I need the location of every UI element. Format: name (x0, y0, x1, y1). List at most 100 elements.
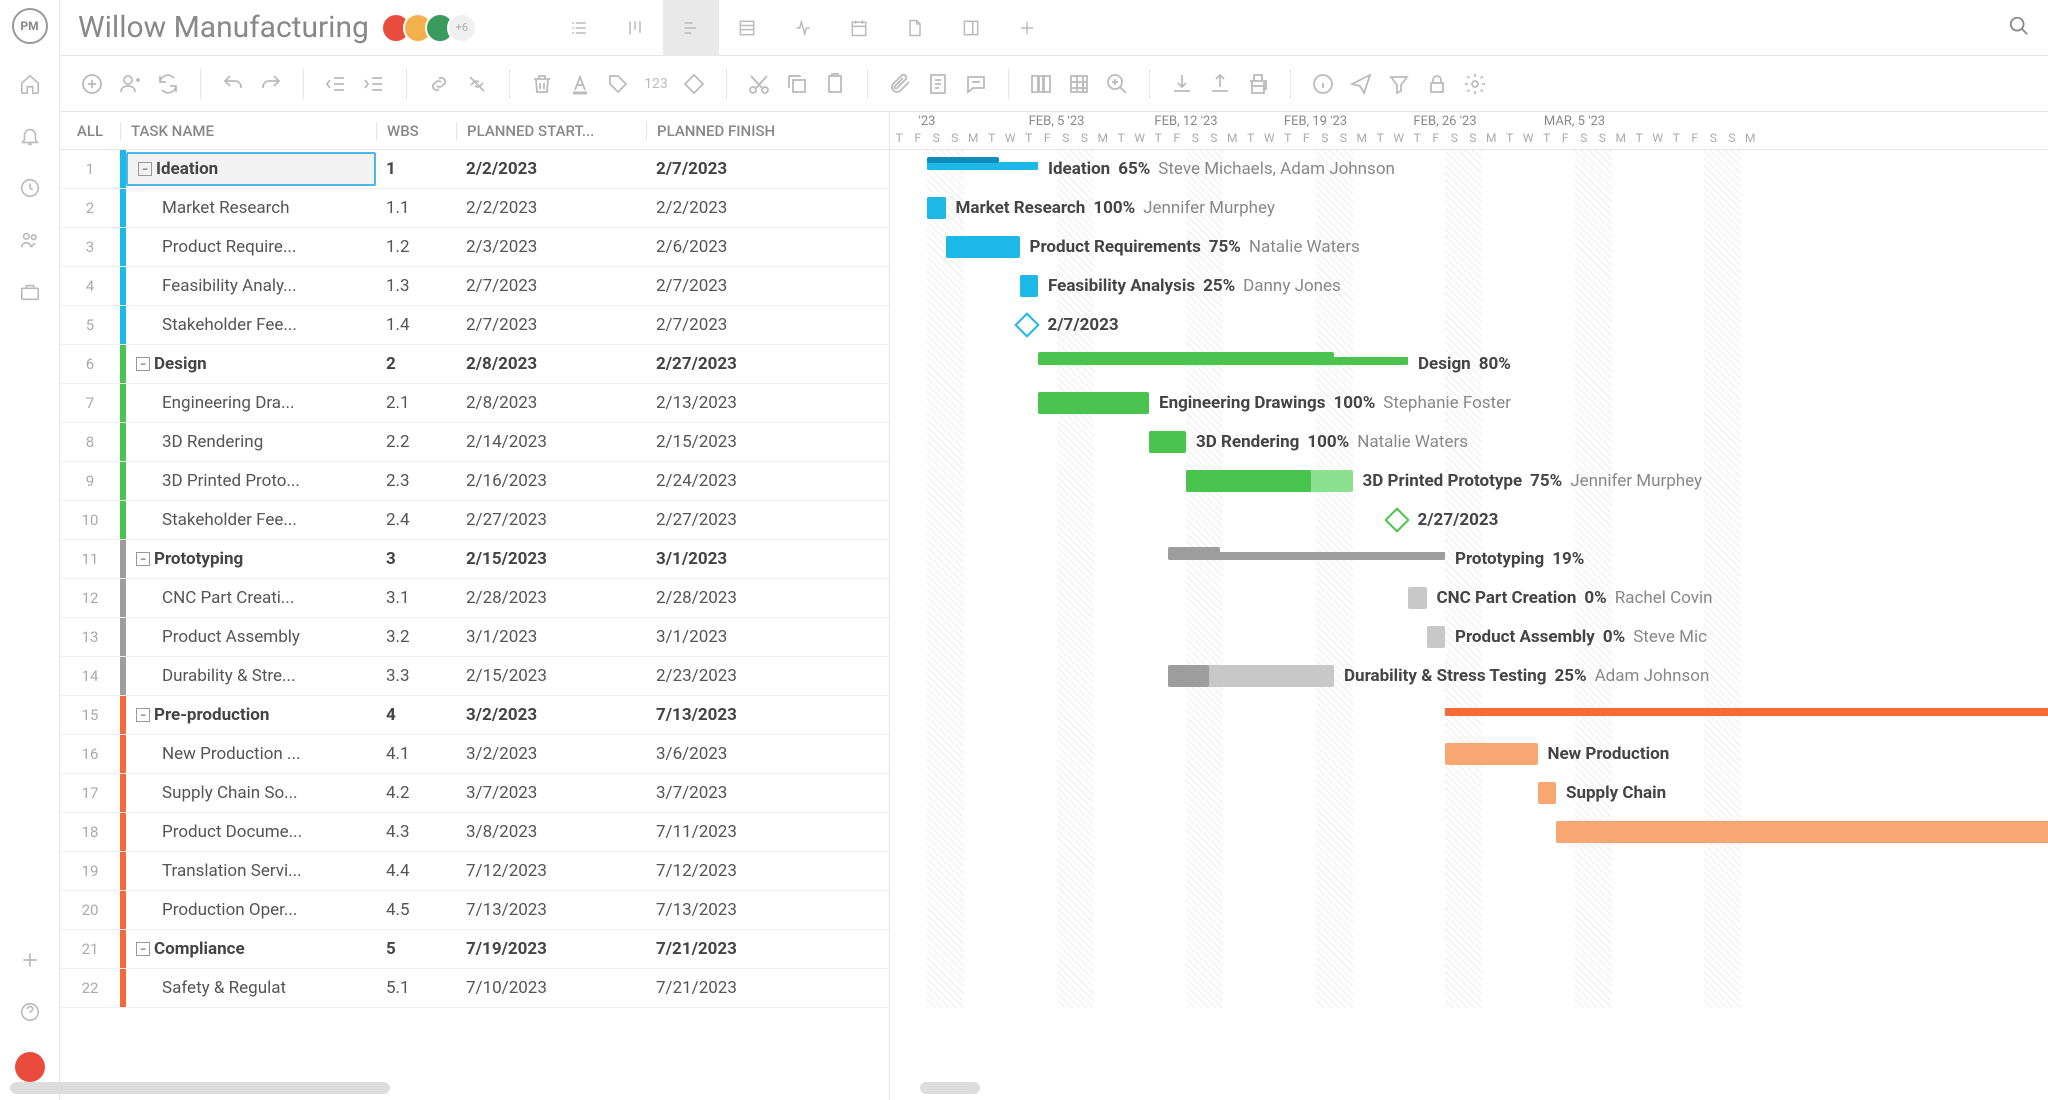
lock-icon[interactable] (1423, 70, 1451, 98)
task-row[interactable]: 11−Prototyping32/15/20233/1/2023 (60, 540, 889, 579)
trash-icon[interactable] (528, 70, 556, 98)
board-view-tab[interactable] (607, 0, 663, 56)
col-name[interactable]: TASK NAME (120, 122, 376, 140)
grid-icon[interactable] (1065, 70, 1093, 98)
notes-icon[interactable] (924, 70, 952, 98)
col-wbs[interactable]: WBS (376, 122, 456, 140)
gantt-bar-row[interactable]: Market Research100%Jennifer Murphey (890, 189, 2048, 228)
print-icon[interactable] (1244, 70, 1272, 98)
task-row[interactable]: 21−Compliance57/19/20237/21/2023 (60, 930, 889, 969)
columns-icon[interactable] (1027, 70, 1055, 98)
task-row[interactable]: 19Translation Servi...4.47/12/20237/12/2… (60, 852, 889, 891)
people-icon[interactable] (18, 228, 42, 252)
top-bar: Willow Manufacturing +6 (60, 0, 2048, 56)
task-row[interactable]: 15−Pre-production43/2/20237/13/2023 (60, 696, 889, 735)
task-row[interactable]: 17Supply Chain So...4.23/7/20233/7/2023 (60, 774, 889, 813)
add-task-icon[interactable] (78, 70, 106, 98)
add-view-tab[interactable] (999, 0, 1055, 56)
gantt-bar-row[interactable]: 3D Rendering100%Natalie Waters (890, 423, 2048, 462)
assign-icon[interactable] (116, 70, 144, 98)
milestone-icon[interactable] (680, 70, 708, 98)
gantt-bar-row[interactable] (890, 696, 2048, 735)
gantt-bar-row[interactable]: Product Assembly0%Steve Mic (890, 618, 2048, 657)
activity-view-tab[interactable] (775, 0, 831, 56)
search-icon[interactable] (2008, 15, 2030, 41)
task-row[interactable]: 22Safety & Regulat5.17/10/20237/21/2023 (60, 969, 889, 1008)
task-row[interactable]: 93D Printed Proto...2.32/16/20232/24/202… (60, 462, 889, 501)
help-icon[interactable] (18, 1000, 42, 1024)
gantt-bar-row[interactable]: 2/7/2023 (890, 306, 2048, 345)
attach-icon[interactable] (886, 70, 914, 98)
briefcase-icon[interactable] (18, 280, 42, 304)
gantt-bar-row[interactable] (890, 813, 2048, 852)
col-start[interactable]: PLANNED START... (456, 122, 646, 140)
home-icon[interactable] (18, 72, 42, 96)
gantt-bar-row[interactable]: Design80% (890, 345, 2048, 384)
task-row[interactable]: 1−Ideation12/2/20232/7/2023 (60, 150, 889, 189)
undo-icon[interactable] (219, 70, 247, 98)
info-icon[interactable] (1309, 70, 1337, 98)
task-row[interactable]: 4Feasibility Analy...1.32/7/20232/7/2023 (60, 267, 889, 306)
zoom-icon[interactable] (1103, 70, 1131, 98)
task-row[interactable]: 14Durability & Stre...3.32/15/20232/23/2… (60, 657, 889, 696)
gantt-bar-row[interactable]: CNC Part Creation0%Rachel Covin (890, 579, 2048, 618)
indent-icon[interactable] (360, 70, 388, 98)
clock-icon[interactable] (18, 176, 42, 200)
gantt-bar-row[interactable]: Feasibility Analysis25%Danny Jones (890, 267, 2048, 306)
file-view-tab[interactable] (887, 0, 943, 56)
refresh-icon[interactable] (154, 70, 182, 98)
comment-icon[interactable] (962, 70, 990, 98)
task-row[interactable]: 3Product Require...1.22/3/20232/6/2023 (60, 228, 889, 267)
redo-icon[interactable] (257, 70, 285, 98)
settings-icon[interactable] (1461, 70, 1489, 98)
unlink-icon[interactable] (463, 70, 491, 98)
gantt-view-tab[interactable] (663, 0, 719, 56)
app-logo[interactable]: PM (12, 8, 48, 44)
user-avatar[interactable] (15, 1052, 45, 1082)
task-row[interactable]: 7Engineering Dra...2.12/8/20232/13/2023 (60, 384, 889, 423)
tag-icon[interactable] (604, 70, 632, 98)
bell-icon[interactable] (18, 124, 42, 148)
task-row[interactable]: 10Stakeholder Fee...2.42/27/20232/27/202… (60, 501, 889, 540)
filter-icon[interactable] (1385, 70, 1413, 98)
gantt-bar-row[interactable]: Engineering Drawings100%Stephanie Foster (890, 384, 2048, 423)
task-row[interactable]: 6−Design22/8/20232/27/2023 (60, 345, 889, 384)
task-row[interactable]: 18Product Docume...4.33/8/20237/11/2023 (60, 813, 889, 852)
gantt-bar-row[interactable]: Ideation65%Steve Michaels, Adam Johnson (890, 150, 2048, 189)
col-all[interactable]: ALL (60, 122, 120, 140)
export-icon[interactable] (1206, 70, 1234, 98)
task-row[interactable]: 12CNC Part Creati...3.12/28/20232/28/202… (60, 579, 889, 618)
task-row[interactable]: 13Product Assembly3.23/1/20233/1/2023 (60, 618, 889, 657)
col-end[interactable]: PLANNED FINISH (646, 122, 889, 140)
paste-icon[interactable] (821, 70, 849, 98)
gantt-bar-row[interactable]: Durability & Stress Testing25%Adam Johns… (890, 657, 2048, 696)
avatar-more[interactable]: +6 (447, 13, 477, 43)
gantt-bar-row[interactable]: New Production (890, 735, 2048, 774)
list-view-tab[interactable] (551, 0, 607, 56)
sheet-view-tab[interactable] (719, 0, 775, 56)
copy-icon[interactable] (783, 70, 811, 98)
gantt-bar-row[interactable]: Product Requirements75%Natalie Waters (890, 228, 2048, 267)
gantt-scrollbar[interactable] (920, 1082, 980, 1094)
number-format-icon[interactable]: 123 (642, 70, 670, 98)
link-icon[interactable] (425, 70, 453, 98)
task-row[interactable]: 20Production Oper...4.57/13/20237/13/202… (60, 891, 889, 930)
grid-scrollbar[interactable] (60, 1082, 390, 1094)
cut-icon[interactable] (745, 70, 773, 98)
outdent-icon[interactable] (322, 70, 350, 98)
text-color-icon[interactable] (566, 70, 594, 98)
gantt-bar-row[interactable]: 2/27/2023 (890, 501, 2048, 540)
member-avatars[interactable]: +6 (389, 13, 477, 43)
task-row[interactable]: 2Market Research1.12/2/20232/2/2023 (60, 189, 889, 228)
send-icon[interactable] (1347, 70, 1375, 98)
gantt-bar-row[interactable]: Prototyping19% (890, 540, 2048, 579)
plus-icon[interactable] (18, 948, 42, 972)
task-row[interactable]: 5Stakeholder Fee...1.42/7/20232/7/2023 (60, 306, 889, 345)
gantt-bar-row[interactable]: Supply Chain (890, 774, 2048, 813)
panel-view-tab[interactable] (943, 0, 999, 56)
gantt-bar-row[interactable]: 3D Printed Prototype75%Jennifer Murphey (890, 462, 2048, 501)
task-row[interactable]: 16New Production ...4.13/2/20233/6/2023 (60, 735, 889, 774)
task-row[interactable]: 83D Rendering2.22/14/20232/15/2023 (60, 423, 889, 462)
import-icon[interactable] (1168, 70, 1196, 98)
calendar-view-tab[interactable] (831, 0, 887, 56)
